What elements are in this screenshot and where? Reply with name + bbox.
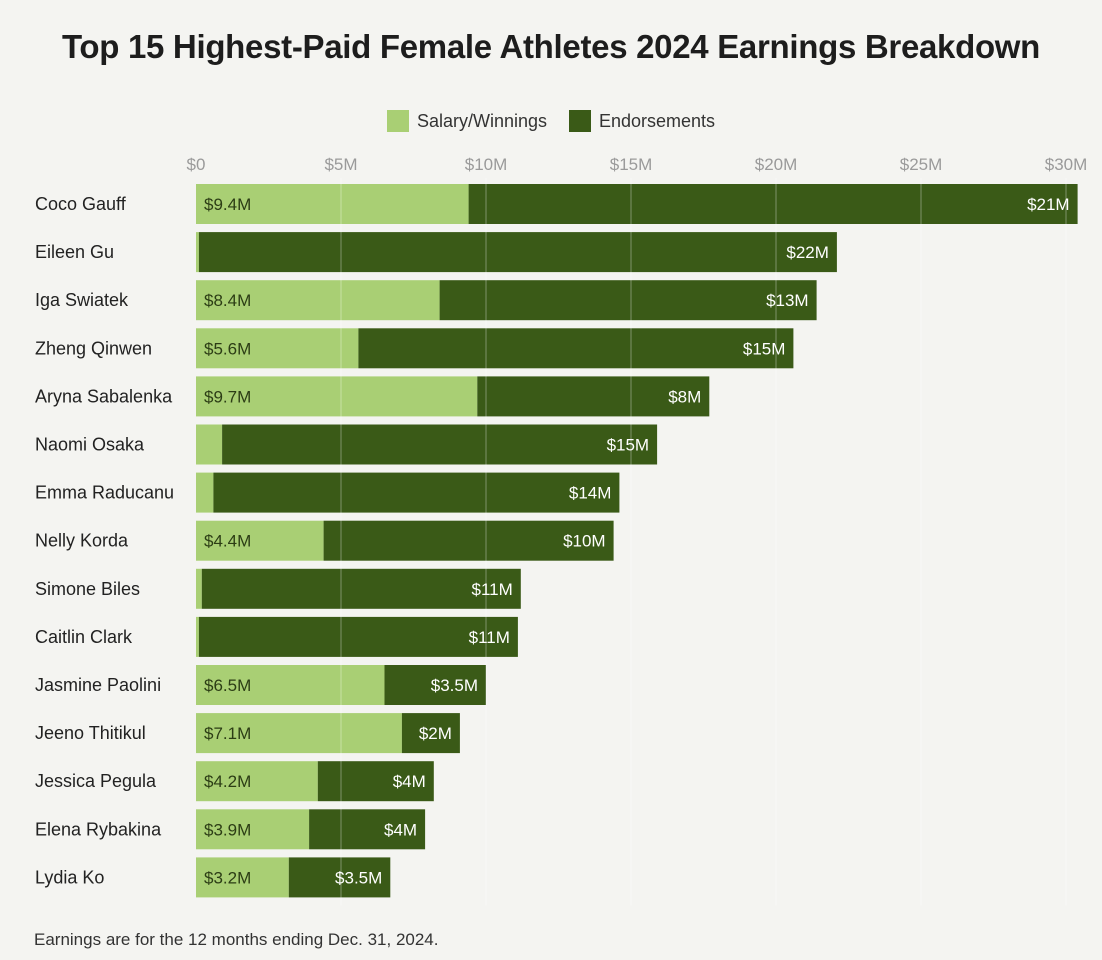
data-label-endorsements: $4M [393, 772, 426, 791]
bar-salary [196, 184, 469, 224]
bar-salary [196, 328, 359, 369]
bar-endorsements [468, 184, 1078, 224]
bar-chart: $0 $5M $10M $15M $20M $25M $30M Coco Gauff $9.4M… [35, 155, 1088, 898]
data-label-endorsements: $11M [469, 628, 510, 647]
category-label: Emma Raducanu [35, 483, 174, 503]
bar-endorsements [213, 472, 620, 513]
x-tick-label: $10M [465, 155, 508, 174]
footnote: Earnings are for the 12 months ending De… [34, 930, 439, 949]
x-tick-label: $20M [755, 155, 798, 174]
category-label: Coco Gauff [35, 194, 127, 214]
bar-salary [196, 520, 324, 561]
bar-salary [196, 665, 385, 705]
category-label: Jessica Pegula [35, 771, 157, 791]
data-label-salary: $9.7M [204, 387, 251, 406]
data-label-endorsements: $8M [668, 387, 701, 406]
data-label-endorsements: $13M [766, 291, 809, 310]
legend-swatch-salary [386, 110, 409, 132]
data-label-salary: $9.4M [204, 195, 251, 214]
bar-endorsements [323, 520, 614, 561]
bar-endorsements [358, 328, 794, 369]
bar-salary [196, 761, 318, 802]
data-label-endorsements: $10M [563, 532, 606, 551]
bar-endorsements [309, 809, 426, 850]
category-label: Lydia Ko [35, 867, 104, 887]
legend-item-endorsements: Endorsements [569, 110, 715, 132]
category-label: Zheng Qinwen [35, 338, 152, 358]
data-label-salary: $3.9M [204, 820, 251, 839]
category-label: Naomi Osaka [35, 435, 145, 455]
bar-endorsements [384, 665, 486, 705]
data-label-salary: $5.6M [204, 339, 251, 358]
bar-salary [196, 568, 202, 609]
category-label: Jeeno Thitikul [35, 723, 146, 743]
bar-endorsements [288, 857, 391, 898]
bar-salary [196, 424, 223, 465]
legend-item-salary: Salary/Winnings [386, 110, 547, 132]
chart-title: Top 15 Highest-Paid Female Athletes 2024… [61, 28, 1041, 65]
data-label-endorsements: $14M [569, 484, 612, 503]
data-label-salary: $4.2M [204, 772, 251, 791]
bar-salary [196, 713, 402, 754]
bar-salary [196, 809, 310, 850]
bar-endorsements [317, 761, 434, 802]
data-label-salary: $6.5M [204, 676, 251, 695]
category-label: Iga Swiatek [35, 290, 129, 310]
data-label-salary: $4.4M [204, 532, 251, 551]
bar-endorsements [401, 713, 460, 754]
data-label-endorsements: $3.5M [335, 868, 382, 887]
data-label-endorsements: $21M [1027, 195, 1070, 214]
bar-endorsements [198, 232, 837, 273]
bar-salary [196, 472, 214, 513]
category-label: Aryna Sabalenka [35, 386, 173, 406]
data-label-endorsements: $2M [419, 724, 452, 743]
legend-swatch-endorsements [569, 110, 591, 132]
data-label-endorsements: $15M [743, 339, 786, 358]
data-label-salary: $7.1M [204, 724, 251, 743]
bar-salary [196, 616, 199, 657]
bar-salary [196, 232, 199, 273]
bar-endorsements [198, 616, 518, 657]
bar-endorsements [201, 568, 521, 609]
category-label: Caitlin Clark [35, 627, 133, 647]
data-label-endorsements: $22M [786, 243, 829, 262]
category-label: Simone Biles [35, 579, 140, 599]
data-label-endorsements: $11M [472, 580, 513, 599]
x-tick-label: $30M [1045, 155, 1088, 174]
x-tick-label: $25M [900, 155, 943, 174]
bar-salary [196, 857, 289, 898]
x-tick-label: $15M [610, 155, 653, 174]
data-label-endorsements: $4M [384, 820, 417, 839]
legend: Salary/Winnings Endorsements [0, 110, 1102, 132]
bar-salary [196, 280, 440, 321]
legend-label-endorsements: Endorsements [599, 110, 716, 131]
data-label-endorsements: $15M [607, 436, 650, 455]
x-tick-label: $0 [187, 155, 206, 174]
category-label: Jasmine Paolini [35, 675, 161, 695]
x-tick-label: $5M [324, 155, 357, 174]
category-label: Eileen Gu [35, 242, 114, 262]
bar-endorsements [477, 376, 710, 417]
bar-endorsements [439, 280, 817, 321]
category-label: Nelly Korda [35, 531, 129, 551]
bar-endorsements [222, 424, 658, 465]
data-label-salary: $8.4M [204, 291, 251, 310]
data-label-endorsements: $3.5M [431, 676, 478, 695]
category-label: Elena Rybakina [35, 819, 162, 839]
legend-label-salary: Salary/Winnings [416, 110, 547, 131]
bar-salary [196, 376, 478, 417]
data-label-salary: $3.2M [204, 868, 251, 887]
